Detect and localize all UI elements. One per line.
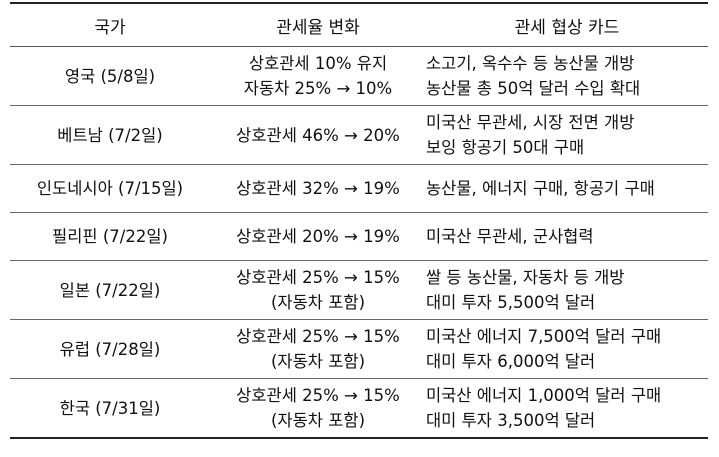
tariff-change-cell: 상호관세 20% → 19%: [210, 212, 426, 261]
negotiation-card-cell: 미국산 무관세, 군사협력: [426, 212, 708, 261]
country-cell: 베트남 (7/2일): [10, 105, 210, 165]
tariff-change-line: (자동차 포함): [270, 293, 366, 312]
negotiation-card-line: 미국산 무관세, 시장 전면 개방: [426, 113, 635, 132]
table-row: 일본 (7/22일) 상호관세 25% → 15% (자동차 포함) 쌀 등 농…: [10, 260, 708, 320]
tariff-change-line: 상호관세 32% → 19%: [236, 179, 400, 198]
negotiation-card-line: 미국산 에너지 1,000억 달러 구매: [426, 386, 662, 405]
tariff-change-line: 상호관세 46% → 20%: [236, 125, 400, 145]
table-row: 베트남 (7/2일) 상호관세 46% → 20% 미국산 무관세, 시장 전면…: [10, 105, 708, 165]
negotiation-card-cell: 쌀 등 농산물, 자동차 등 개방 대미 투자 5,500억 달러: [426, 260, 708, 320]
negotiation-card-cell: 미국산 무관세, 시장 전면 개방 보잉 항공기 50대 구매: [426, 105, 708, 165]
country-cell: 필리핀 (7/22일): [10, 212, 210, 261]
negotiation-card-cell: 농산물, 에너지 구매, 항공기 구매: [426, 164, 708, 213]
tariff-change-cell: 상호관세 10% 유지 자동차 25% → 10%: [210, 46, 426, 106]
table-row: 한국 (7/31일) 상호관세 25% → 15% (자동차 포함) 미국산 에…: [10, 378, 708, 439]
negotiation-card-line: 미국산 에너지 7,500억 달러 구매: [426, 327, 662, 346]
tariff-change-cell: 상호관세 25% → 15% (자동차 포함): [210, 319, 426, 379]
table-row: 필리핀 (7/22일) 상호관세 20% → 19% 미국산 무관세, 군사협력: [10, 212, 708, 261]
tariff-change-cell: 상호관세 25% → 15% (자동차 포함): [210, 260, 426, 320]
country-cell: 유럽 (7/28일): [10, 319, 210, 379]
negotiation-card-cell: 소고기, 옥수수 등 농산물 개방 농산물 총 50억 달러 수입 확대: [426, 46, 708, 106]
table-row: 영국 (5/8일) 상호관세 10% 유지 자동차 25% → 10% 소고기,…: [10, 46, 708, 106]
tariff-change-line: 상호관세 25% → 15%: [236, 386, 400, 405]
table-body: 영국 (5/8일) 상호관세 10% 유지 자동차 25% → 10% 소고기,…: [10, 46, 708, 439]
table-row: 유럽 (7/28일) 상호관세 25% → 15% (자동차 포함) 미국산 에…: [10, 319, 708, 379]
tariff-change-line: 자동차 25% → 10%: [243, 79, 393, 98]
negotiation-card-line: 대미 투자 3,500억 달러: [426, 411, 596, 430]
header-country: 국가: [10, 2, 210, 47]
country-cell: 한국 (7/31일): [10, 378, 210, 439]
tariff-change-cell: 상호관세 32% → 19%: [210, 164, 426, 213]
tariff-change-cell: 상호관세 46% → 20%: [210, 105, 426, 165]
table-row: 인도네시아 (7/15일) 상호관세 32% → 19% 농산물, 에너지 구매…: [10, 164, 708, 213]
negotiation-card-line: 미국산 무관세, 군사협력: [426, 227, 594, 246]
negotiation-card-line: 농산물, 에너지 구매, 항공기 구매: [426, 179, 655, 198]
negotiation-card-cell: 미국산 에너지 7,500억 달러 구매 대미 투자 6,000억 달러: [426, 319, 708, 379]
tariff-negotiation-table: 국가 관세율 변화 관세 협상 카드 영국 (5/8일) 상호관세 10% 유지…: [10, 2, 708, 439]
tariff-change-line: 상호관세 10% 유지: [248, 54, 388, 73]
tariff-change-line: (자동차 포함): [270, 352, 366, 371]
tariff-change-line: 상호관세 20% → 19%: [236, 227, 400, 246]
country-cell: 영국 (5/8일): [10, 46, 210, 106]
negotiation-card-line: 보잉 항공기 50대 구매: [426, 138, 585, 157]
table-header: 국가 관세율 변화 관세 협상 카드: [10, 2, 708, 47]
negotiation-card-line: 소고기, 옥수수 등 농산물 개방: [426, 54, 635, 73]
negotiation-card-line: 대미 투자 6,000억 달러: [426, 352, 596, 371]
header-row: 국가 관세율 변화 관세 협상 카드: [10, 2, 708, 47]
tariff-change-cell: 상호관세 25% → 15% (자동차 포함): [210, 378, 426, 439]
country-cell: 인도네시아 (7/15일): [10, 164, 210, 213]
header-negotiation-card: 관세 협상 카드: [426, 2, 708, 47]
country-cell: 일본 (7/22일): [10, 260, 210, 320]
negotiation-card-line: 대미 투자 5,500억 달러: [426, 293, 596, 312]
negotiation-card-line: 쌀 등 농산물, 자동차 등 개방: [426, 268, 625, 287]
negotiation-card-line: 농산물 총 50억 달러 수입 확대: [426, 79, 641, 98]
tariff-change-line: 상호관세 25% → 15%: [236, 268, 400, 287]
tariff-change-line: (자동차 포함): [270, 411, 366, 430]
negotiation-card-cell: 미국산 에너지 1,000억 달러 구매 대미 투자 3,500억 달러: [426, 378, 708, 439]
header-tariff-change: 관세율 변화: [210, 2, 426, 47]
tariff-change-line: 상호관세 25% → 15%: [236, 327, 400, 346]
